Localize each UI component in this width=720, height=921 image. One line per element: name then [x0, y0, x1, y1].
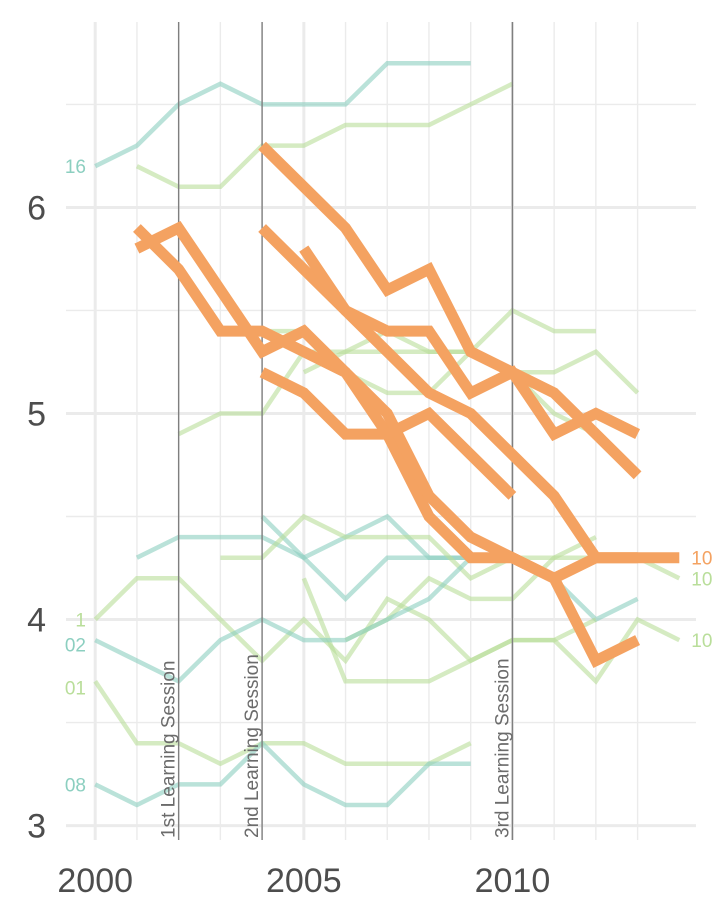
y-tick-label: 3 — [27, 808, 46, 846]
context-series-line-11 — [94, 555, 513, 685]
highlight-series — [133, 141, 680, 669]
x-tick-label: 2010 — [475, 862, 551, 900]
session-label-3: 3rd Learning Session — [492, 658, 513, 838]
series-end-label-8: 10 — [691, 631, 712, 652]
x-axis: 2000 2005 2010 — [57, 862, 550, 900]
context-series-line-12 — [93, 680, 472, 767]
context-series-line-4 — [302, 328, 597, 437]
session-label-1: 1st Learning Session — [159, 661, 180, 838]
series-start-label-1: 1 — [75, 611, 86, 632]
series-start-label-3: 01 — [65, 679, 86, 700]
highlight-series-line-19 — [259, 367, 517, 500]
highlight-series-line-17 — [258, 224, 641, 442]
y-tick-label: 5 — [27, 395, 46, 433]
highlight-series-line-16 — [258, 141, 642, 480]
series-start-label-4: 08 — [65, 775, 86, 796]
learning-session-markers: 1st Learning Session 2nd Learning Session… — [159, 22, 513, 840]
x-tick-label: 2005 — [266, 862, 342, 900]
y-tick-label: 4 — [27, 602, 46, 640]
context-series-line-13 — [94, 740, 471, 808]
y-axis: 3 4 5 6 — [27, 189, 46, 845]
series-start-label-2: 02 — [65, 635, 86, 656]
series-end-label-15: 10 — [691, 549, 712, 570]
context-series-line-7 — [220, 513, 681, 582]
context-series-line-0 — [94, 60, 471, 169]
context-series-line-1 — [135, 81, 514, 190]
highlight-series-line-18 — [299, 245, 638, 564]
context-series-line-9 — [301, 577, 597, 684]
series-end-label-7: 10 — [691, 569, 712, 590]
x-tick-label: 2000 — [57, 862, 133, 900]
context-series-line-8 — [93, 576, 681, 685]
highlight-series-line-15 — [134, 220, 680, 585]
series-start-label-0: 16 — [65, 157, 86, 178]
session-label-2: 2nd Learning Session — [242, 654, 263, 838]
y-tick-label: 6 — [27, 189, 46, 227]
